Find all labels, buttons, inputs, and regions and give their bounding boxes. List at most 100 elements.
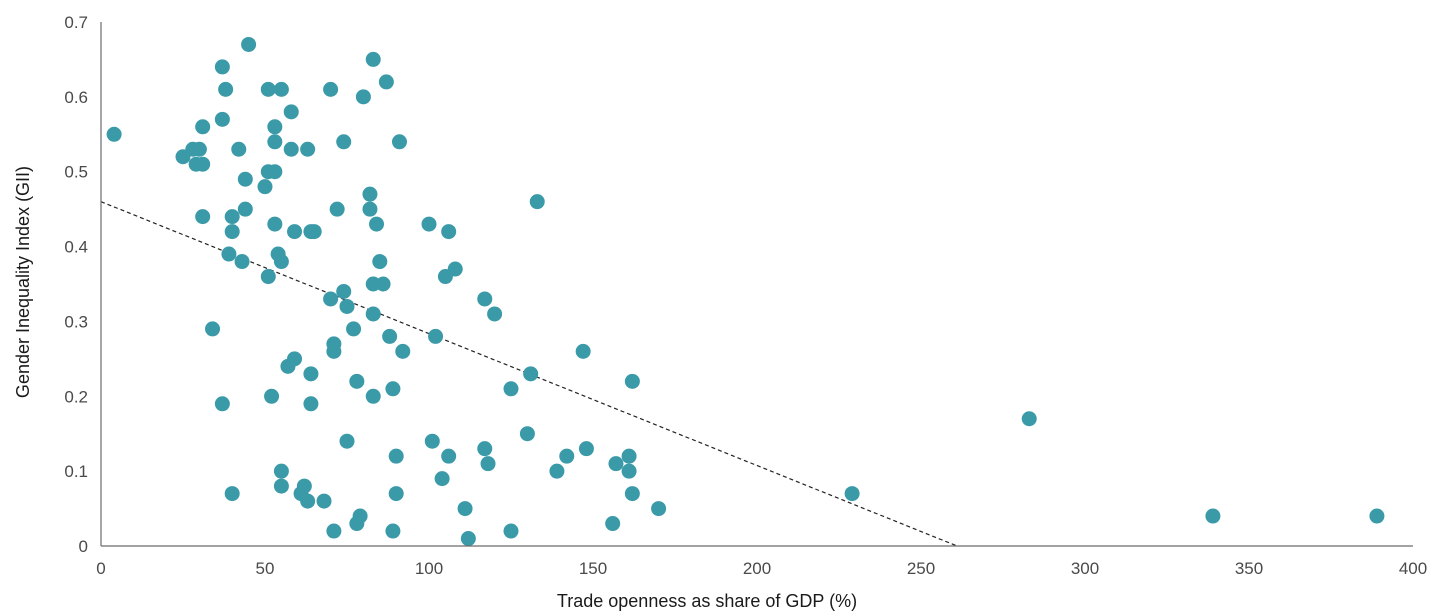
data-point [273,478,289,494]
data-point [365,388,381,404]
data-point [503,381,519,397]
data-point [224,486,240,502]
data-point [355,89,371,105]
data-point [221,246,237,262]
data-point [477,291,493,307]
x-tick-label: 300 [1071,559,1099,578]
data-point [441,448,457,464]
data-point [339,298,355,314]
data-point [267,119,283,135]
data-point [237,171,253,187]
data-point [300,141,316,157]
data-point [306,224,322,240]
data-point [205,321,221,337]
data-point [441,224,457,240]
data-point [529,194,545,210]
data-point [237,201,253,217]
data-point [260,81,276,97]
data-point [385,381,401,397]
data-point [844,486,860,502]
data-point [195,209,211,225]
data-point [195,119,211,135]
x-tick-label: 400 [1399,559,1427,578]
data-point [273,463,289,479]
data-point [323,291,339,307]
data-point [349,373,365,389]
data-point [395,343,411,359]
data-point [303,366,319,382]
data-point [503,523,519,539]
data-point [365,51,381,67]
data-point [605,516,621,532]
x-tick-label: 50 [256,559,275,578]
data-point [214,59,230,75]
data-point [224,209,240,225]
data-point [362,186,378,202]
x-axis-title: Trade openness as share of GDP (%) [557,591,857,611]
data-point [336,283,352,299]
data-point [447,261,463,277]
data-point [346,321,362,337]
x-tick-label: 0 [96,559,105,578]
data-point [264,388,280,404]
data-point [326,336,342,352]
data-point [388,448,404,464]
data-point [391,134,407,150]
data-point [1369,508,1385,524]
data-point [575,343,591,359]
data-point [241,36,257,52]
data-point [621,463,637,479]
y-tick-label: 0.5 [64,163,88,182]
data-point [424,433,440,449]
y-tick-label: 0.3 [64,312,88,331]
data-point [214,111,230,127]
data-point [296,478,312,494]
data-point [329,201,345,217]
data-point [621,448,637,464]
data-point [336,134,352,150]
data-point [1205,508,1221,524]
data-point [369,216,385,232]
x-tick-label: 150 [579,559,607,578]
data-point [608,456,624,472]
data-point [523,366,539,382]
data-point [218,81,234,97]
y-tick-label: 0.1 [64,462,88,481]
data-point [651,501,667,517]
data-point [260,269,276,285]
data-point [487,306,503,322]
x-tick-label: 250 [907,559,935,578]
y-tick-label: 0 [79,537,88,556]
data-point [283,104,299,120]
data-point [257,179,273,195]
data-point [480,456,496,472]
data-point [339,433,355,449]
data-point [385,523,401,539]
data-point [303,396,319,412]
data-point [267,216,283,232]
data-point [428,328,444,344]
data-point [624,486,640,502]
data-point [559,448,575,464]
data-point [519,426,535,442]
y-tick-label: 0.7 [64,13,88,32]
data-point [624,373,640,389]
data-point [287,224,303,240]
data-point [234,254,250,270]
data-point [477,441,493,457]
data-point [267,134,283,150]
y-tick-label: 0.4 [64,238,88,257]
data-point [316,493,332,509]
x-tick-label: 200 [743,559,771,578]
data-point [578,441,594,457]
data-point [378,74,394,90]
data-point [231,141,247,157]
data-point [283,141,299,157]
x-tick-label: 350 [1235,559,1263,578]
data-point [191,141,207,157]
data-point [460,531,476,547]
data-point [323,81,339,97]
data-point [267,164,283,180]
data-point [273,81,289,97]
